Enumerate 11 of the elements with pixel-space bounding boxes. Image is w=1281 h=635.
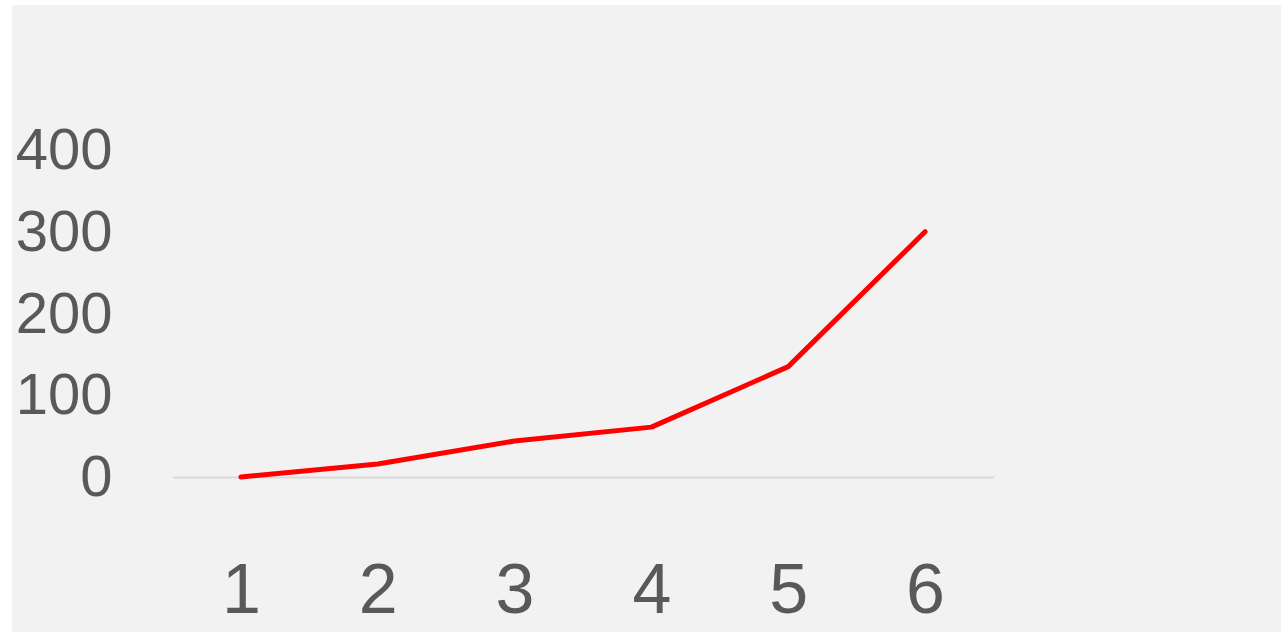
x-tick-label: 3 [495,549,535,628]
y-tick-label: 400 [15,116,113,182]
y-tick-label: 300 [15,197,113,263]
x-tick-label: 6 [906,549,946,628]
y-tick-label: 0 [80,443,113,509]
y-tick-label: 100 [15,361,113,427]
x-tick-label: 1 [221,549,261,628]
x-tick-label: 2 [358,549,398,628]
y-tick-label: 200 [15,279,113,345]
x-tick-label: 5 [769,549,809,628]
x-tick-label: 4 [632,549,672,628]
